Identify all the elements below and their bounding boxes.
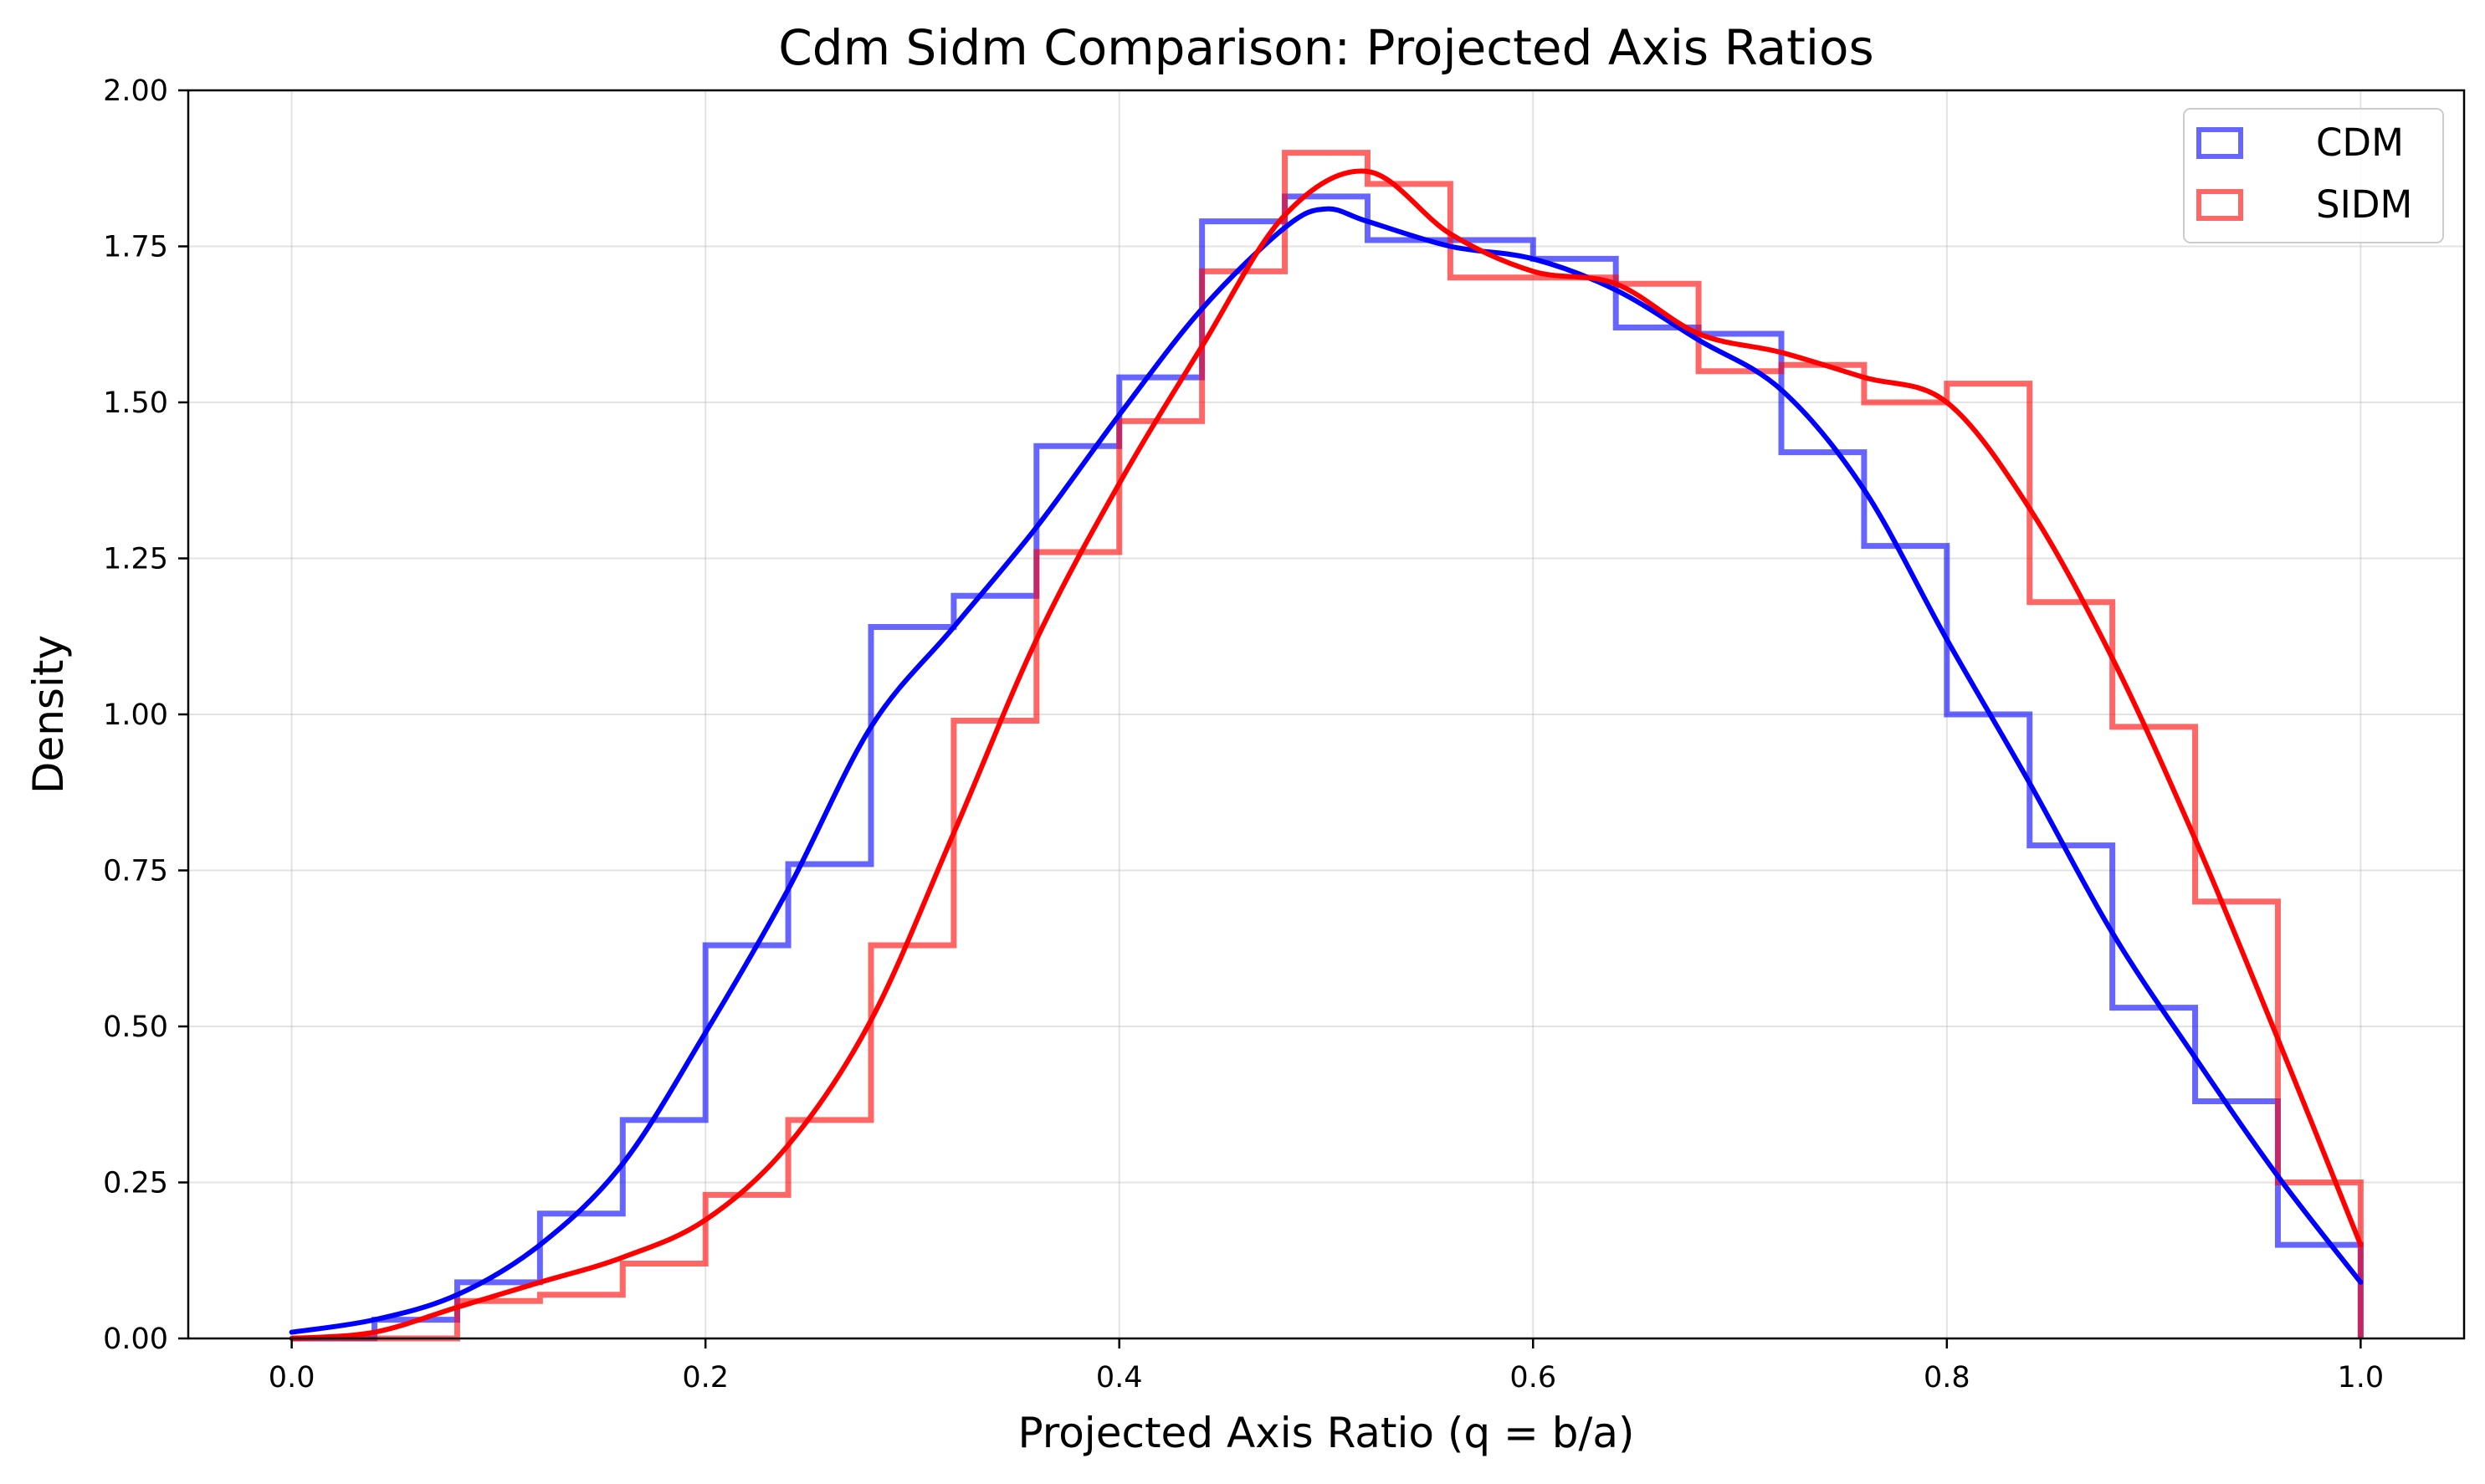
- histogram-bin-sidm: [1947, 384, 2030, 1338]
- chart-title: Cdm Sidm Comparison: Projected Axis Rati…: [778, 19, 1873, 76]
- histogram-bin-sidm: [540, 1295, 623, 1338]
- histogram-bin-sidm: [1781, 365, 1864, 1338]
- legend-swatch-cdm: [2196, 127, 2243, 159]
- y-tick-label: 0.50: [103, 1011, 168, 1044]
- histogram-cdm: [291, 193, 2364, 1342]
- histogram-bin-sidm: [954, 720, 1037, 1338]
- legend-label-sidm: SIDM: [2316, 182, 2412, 227]
- kde-curves: [289, 168, 2364, 1341]
- histogram-bin-sidm: [1450, 278, 1533, 1338]
- histogram-bin-sidm: [1120, 421, 1202, 1338]
- histogram-bin-sidm: [1616, 284, 1699, 1338]
- y-axis-label: Density: [24, 635, 73, 794]
- x-axis-label: Projected Axis Ratio (q = b/a): [1017, 1409, 1634, 1457]
- x-tick-label: 0.6: [1509, 1361, 1556, 1394]
- kde-curve-cdm: [289, 206, 2364, 1335]
- histogram-bin-sidm: [1533, 278, 1616, 1338]
- y-tick-label: 1.25: [103, 543, 168, 576]
- axis-ticks: 0.0 0.2 0.4 0.6 0.8 1.0 0.00 0.25 0.50 0.75 1.00 1.…: [103, 74, 2384, 1394]
- histograms: [291, 150, 2364, 1342]
- histogram-bin-sidm: [871, 945, 954, 1338]
- y-tick-label: 0.75: [103, 855, 168, 888]
- legend-label-cdm: CDM: [2316, 120, 2404, 165]
- histogram-bin-sidm: [1285, 153, 1368, 1338]
- legend-swatch-sidm: [2196, 189, 2243, 221]
- histogram-bin-sidm: [457, 1301, 540, 1338]
- x-tick-label: 0.0: [269, 1361, 315, 1394]
- histogram-bin-sidm: [1037, 552, 1120, 1338]
- histogram-bin-sidm: [1367, 184, 1450, 1338]
- y-tick-label: 0.25: [103, 1167, 168, 1200]
- histogram-bin-sidm: [788, 1120, 871, 1338]
- histogram-bin-sidm: [2277, 1183, 2360, 1339]
- histogram-bin-sidm: [2030, 602, 2113, 1338]
- kde-curve-sidm: [289, 168, 2364, 1341]
- y-tick-label: 1.00: [103, 699, 168, 732]
- histogram-bin-sidm: [623, 1263, 705, 1338]
- y-tick-label: 1.50: [103, 386, 168, 420]
- x-tick-label: 1.0: [2338, 1361, 2385, 1394]
- histogram-bin-sidm: [705, 1195, 788, 1338]
- histogram-bin-sidm: [1699, 371, 1781, 1338]
- x-tick-label: 0.8: [1924, 1361, 1970, 1394]
- histogram-bin-sidm: [1864, 402, 1947, 1338]
- x-tick-label: 0.2: [682, 1361, 729, 1394]
- histogram-bin-sidm: [2113, 727, 2196, 1338]
- histogram-sidm: [291, 150, 2364, 1342]
- y-tick-label: 0.00: [103, 1323, 168, 1356]
- y-tick-label: 2.00: [103, 74, 168, 108]
- y-tick-label: 1.75: [103, 231, 168, 264]
- x-tick-label: 0.4: [1096, 1361, 1143, 1394]
- legend-box: [2183, 108, 2444, 243]
- legend: CDM SIDM: [2183, 108, 2444, 243]
- histogram-bin-sidm: [1202, 271, 1285, 1338]
